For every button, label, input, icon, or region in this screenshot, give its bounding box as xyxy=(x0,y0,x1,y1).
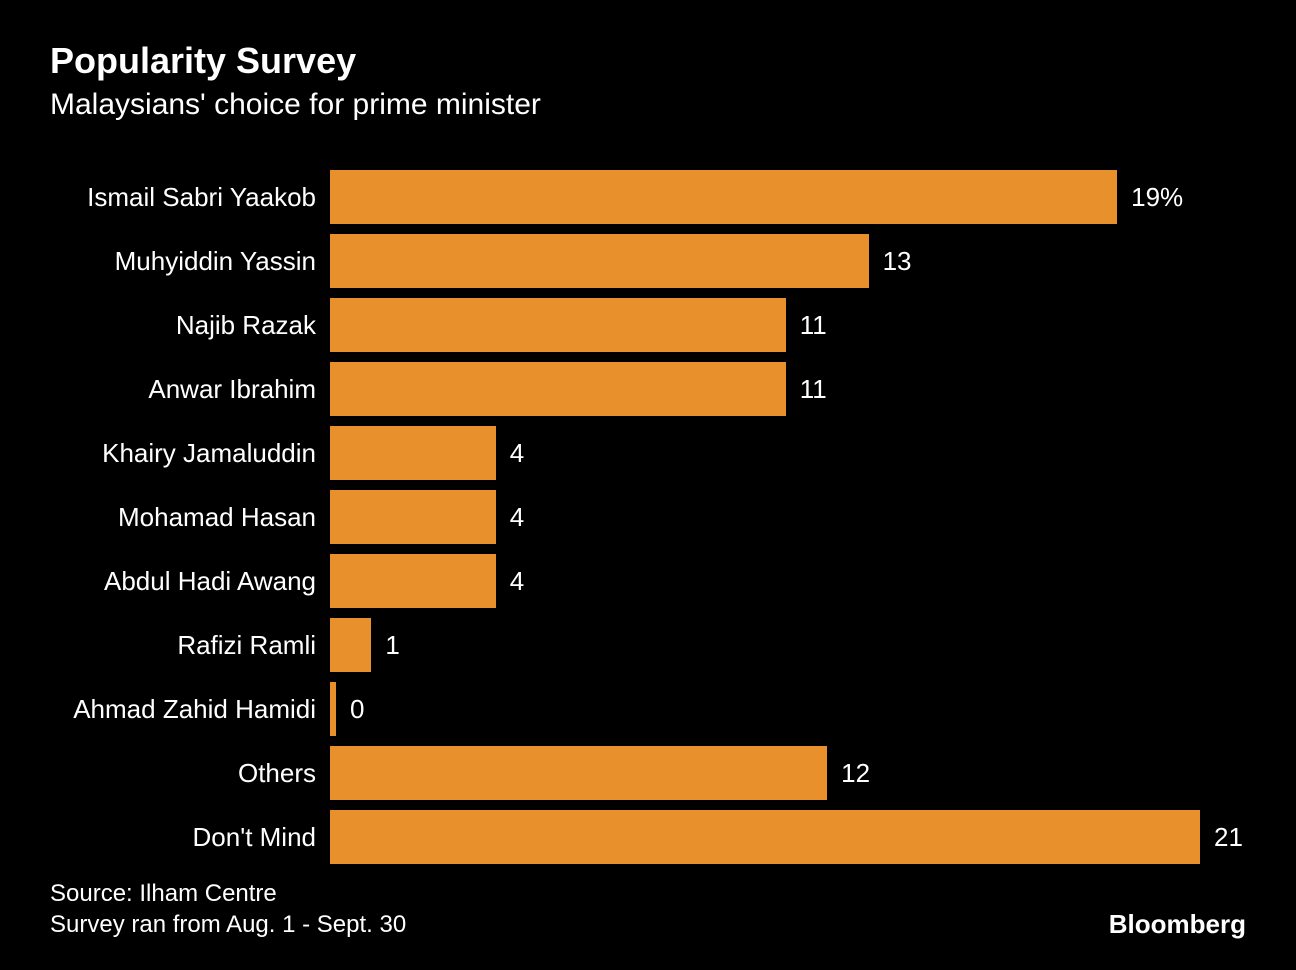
bar-track: 13 xyxy=(330,231,1246,291)
bar-track: 4 xyxy=(330,487,1246,547)
bar-label: Others xyxy=(50,758,330,789)
bar-label: Mohamad Hasan xyxy=(50,502,330,533)
bar-track: 19% xyxy=(330,167,1246,227)
bar-row: Ahmad Zahid Hamidi 0 xyxy=(50,679,1246,739)
bar-label: Najib Razak xyxy=(50,310,330,341)
bar xyxy=(330,362,786,416)
bar-track: 1 xyxy=(330,615,1246,675)
bar-track: 12 xyxy=(330,743,1246,803)
bar-value: 4 xyxy=(510,566,524,597)
bar-row: Muhyiddin Yassin 13 xyxy=(50,231,1246,291)
bar-value: 12 xyxy=(841,758,870,789)
bar xyxy=(330,234,869,288)
bar-row: Rafizi Ramli 1 xyxy=(50,615,1246,675)
brand-label: Bloomberg xyxy=(1109,909,1246,940)
bar-value: 11 xyxy=(800,374,827,405)
bar-track: 11 xyxy=(330,295,1246,355)
bar-row: Others 12 xyxy=(50,743,1246,803)
bar-value: 4 xyxy=(510,438,524,469)
bar-label: Don't Mind xyxy=(50,822,330,853)
note-line: Survey ran from Aug. 1 - Sept. 30 xyxy=(50,909,406,940)
bar-value: 19% xyxy=(1131,182,1183,213)
bar xyxy=(330,298,786,352)
bar-row: Ismail Sabri Yaakob 19% xyxy=(50,167,1246,227)
bar-label: Anwar Ibrahim xyxy=(50,374,330,405)
bar-value: 11 xyxy=(800,310,827,341)
bar-track: 11 xyxy=(330,359,1246,419)
bar xyxy=(330,618,371,672)
bar xyxy=(330,554,496,608)
bar-track: 4 xyxy=(330,551,1246,611)
bar-chart: Ismail Sabri Yaakob 19% Muhyiddin Yassin 13… xyxy=(50,167,1246,867)
bar xyxy=(330,682,336,736)
chart-footer: Source: Ilham Centre Survey ran from Aug… xyxy=(50,878,1246,940)
bar-label: Khairy Jamaluddin xyxy=(50,438,330,469)
bar-row: Najib Razak 11 xyxy=(50,295,1246,355)
bar xyxy=(330,746,827,800)
bar-value: 1 xyxy=(385,630,399,661)
source-line: Source: Ilham Centre xyxy=(50,878,406,909)
bar-track: 4 xyxy=(330,423,1246,483)
bar-track: 21 xyxy=(330,807,1246,867)
bar-label: Rafizi Ramli xyxy=(50,630,330,661)
bar-label: Muhyiddin Yassin xyxy=(50,246,330,277)
bar xyxy=(330,170,1117,224)
bar-value: 21 xyxy=(1214,822,1243,853)
bar-row: Khairy Jamaluddin 4 xyxy=(50,423,1246,483)
bar-value: 0 xyxy=(350,694,364,725)
bar-value: 4 xyxy=(510,502,524,533)
bar-row: Don't Mind 21 xyxy=(50,807,1246,867)
bar xyxy=(330,810,1200,864)
bar-row: Anwar Ibrahim 11 xyxy=(50,359,1246,419)
bar-label: Ismail Sabri Yaakob xyxy=(50,182,330,213)
bar-track: 0 xyxy=(330,679,1246,739)
bar xyxy=(330,426,496,480)
bar-label: Abdul Hadi Awang xyxy=(50,566,330,597)
chart-title: Popularity Survey xyxy=(50,40,1246,82)
chart-subtitle: Malaysians' choice for prime minister xyxy=(50,88,1246,122)
bar-row: Mohamad Hasan 4 xyxy=(50,487,1246,547)
bar-row: Abdul Hadi Awang 4 xyxy=(50,551,1246,611)
bar-label: Ahmad Zahid Hamidi xyxy=(50,694,330,725)
bar-value: 13 xyxy=(883,246,912,277)
bar xyxy=(330,490,496,544)
